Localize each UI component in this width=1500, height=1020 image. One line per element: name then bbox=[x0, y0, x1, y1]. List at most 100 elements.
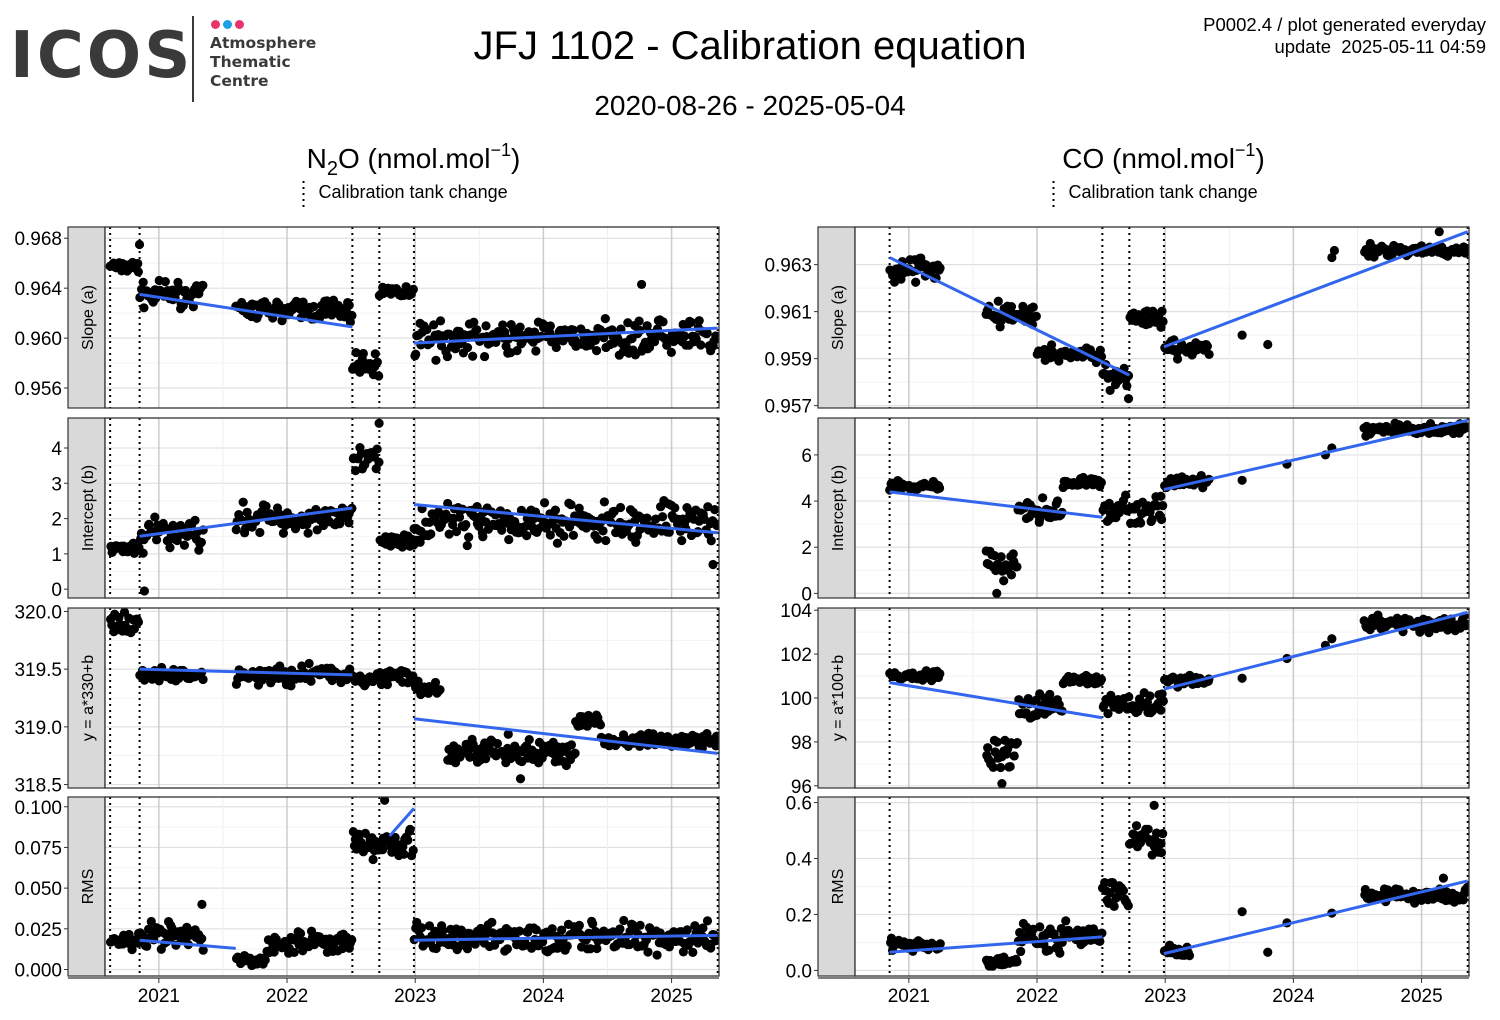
data-point bbox=[591, 346, 602, 356]
data-point bbox=[303, 528, 313, 538]
y-tick-label: 0.6 bbox=[786, 794, 812, 815]
data-point bbox=[269, 947, 279, 957]
y-tick-label: 0 bbox=[801, 584, 812, 605]
data-point bbox=[694, 316, 704, 326]
data-point bbox=[1097, 928, 1107, 938]
data-point bbox=[444, 529, 454, 539]
data-point bbox=[1237, 475, 1247, 485]
data-point bbox=[1327, 252, 1337, 263]
data-point bbox=[1121, 490, 1131, 500]
update-info: P0002.4 / plot generated everyday update… bbox=[1203, 14, 1486, 58]
logo-dot-1 bbox=[211, 20, 220, 29]
panel-strip bbox=[67, 417, 106, 599]
data-point bbox=[621, 341, 631, 351]
data-point bbox=[1424, 627, 1434, 638]
data-point bbox=[516, 505, 527, 515]
data-point bbox=[133, 258, 143, 269]
data-point bbox=[652, 950, 662, 960]
panel-label: RMS bbox=[830, 869, 847, 905]
legend-label: Calibration tank change bbox=[319, 182, 508, 202]
logo-line-3: Centre bbox=[210, 72, 269, 90]
data-point bbox=[551, 342, 561, 353]
page-title: JFJ 1102 - Calibration equation bbox=[473, 24, 1027, 68]
plot-content bbox=[855, 227, 1469, 408]
date-range-subtitle: 2020-08-26 - 2025-05-04 bbox=[594, 90, 906, 121]
panel-label: y = a*100+b bbox=[830, 655, 847, 741]
data-point bbox=[502, 944, 513, 954]
data-point bbox=[703, 502, 713, 512]
data-point bbox=[138, 277, 148, 287]
x-tick-label: 2025 bbox=[1400, 986, 1442, 1007]
data-point bbox=[411, 349, 421, 359]
y-tick-label: 0.025 bbox=[14, 920, 62, 941]
data-point bbox=[708, 559, 718, 570]
panel-0: Slope (a) 0.963 0.961 0.959 0.957 bbox=[764, 226, 1470, 418]
trend-line bbox=[139, 667, 353, 677]
y-tick-label: 0.963 bbox=[764, 256, 812, 277]
data-point bbox=[1103, 709, 1113, 719]
data-point bbox=[1096, 674, 1107, 684]
data-point bbox=[435, 685, 445, 695]
data-point bbox=[568, 530, 579, 540]
data-point bbox=[286, 681, 296, 691]
species-title: N2O (nmol.mol−1) bbox=[307, 140, 521, 180]
data-point bbox=[1005, 761, 1015, 772]
data-point bbox=[1149, 800, 1159, 810]
panel-strip bbox=[67, 796, 106, 977]
plot-content bbox=[105, 418, 719, 598]
data-point bbox=[142, 941, 152, 951]
data-point bbox=[1172, 354, 1183, 364]
data-point bbox=[1061, 916, 1071, 926]
data-point bbox=[996, 552, 1006, 562]
data-point bbox=[702, 328, 712, 338]
data-point bbox=[664, 527, 674, 537]
data-point bbox=[398, 842, 408, 852]
data-point bbox=[598, 526, 608, 536]
data-point bbox=[498, 320, 508, 330]
data-point bbox=[666, 347, 676, 357]
data-point bbox=[1052, 496, 1063, 506]
data-point bbox=[911, 277, 921, 287]
data-point bbox=[372, 444, 382, 454]
data-point bbox=[1123, 901, 1133, 911]
data-point bbox=[670, 503, 680, 513]
data-point bbox=[380, 797, 390, 805]
species-title: CO (nmol.mol−1) bbox=[1062, 140, 1265, 174]
panel-label: y = a*330+b bbox=[80, 655, 97, 741]
y-tick-label: 0.2 bbox=[786, 905, 812, 926]
data-point bbox=[935, 263, 945, 273]
data-point bbox=[1055, 948, 1065, 958]
data-point bbox=[179, 540, 190, 550]
y-tick-label: 0.4 bbox=[786, 850, 813, 871]
plot-frame bbox=[104, 417, 720, 599]
data-point bbox=[461, 520, 471, 530]
data-point bbox=[504, 534, 514, 545]
data-point bbox=[1157, 306, 1167, 316]
data-point bbox=[374, 371, 384, 381]
data-point bbox=[351, 347, 361, 358]
data-point bbox=[1012, 957, 1022, 967]
data-point bbox=[566, 740, 577, 750]
data-point bbox=[988, 762, 998, 773]
y-tick-label: 3 bbox=[51, 474, 62, 495]
y-tick-label: 0.968 bbox=[14, 229, 62, 250]
data-point bbox=[522, 531, 532, 541]
data-point bbox=[562, 941, 572, 951]
x-tick-label: 2022 bbox=[266, 986, 308, 1007]
data-point bbox=[568, 325, 578, 335]
y-tick-label: 1 bbox=[51, 545, 62, 566]
data-point bbox=[702, 729, 712, 739]
data-point bbox=[1031, 311, 1041, 321]
data-point bbox=[710, 505, 719, 515]
panel-2: y = a*100+b 104 102 100 98 96 bbox=[780, 601, 1470, 798]
trend-line bbox=[139, 938, 236, 950]
x-tick-label: 2025 bbox=[650, 986, 692, 1007]
data-point bbox=[1028, 302, 1038, 312]
data-point bbox=[260, 955, 270, 965]
data-point bbox=[711, 741, 719, 751]
data-point bbox=[492, 738, 503, 749]
data-point bbox=[198, 945, 208, 955]
panel-label: Slope (a) bbox=[830, 285, 847, 350]
data-point bbox=[515, 774, 526, 784]
data-point bbox=[430, 677, 441, 688]
